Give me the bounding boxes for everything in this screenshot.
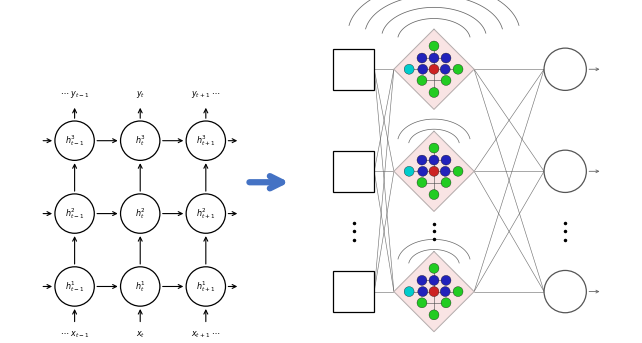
- Circle shape: [121, 121, 160, 161]
- Circle shape: [453, 287, 463, 297]
- Circle shape: [55, 194, 94, 233]
- Circle shape: [441, 178, 451, 188]
- Text: $x_{t+1}\ \cdots$: $x_{t+1}\ \cdots$: [191, 330, 221, 340]
- Circle shape: [453, 64, 463, 74]
- Circle shape: [544, 270, 586, 313]
- Text: $y_t$: $y_t$: [135, 89, 145, 100]
- Circle shape: [440, 166, 450, 176]
- Bar: [333, 271, 374, 312]
- Circle shape: [186, 121, 225, 161]
- Text: $h^3_{t+1}$: $h^3_{t+1}$: [196, 133, 216, 148]
- Circle shape: [186, 194, 225, 233]
- Circle shape: [544, 48, 586, 91]
- Circle shape: [417, 53, 427, 63]
- Circle shape: [429, 87, 439, 97]
- Circle shape: [418, 166, 428, 176]
- Circle shape: [429, 41, 439, 51]
- Circle shape: [429, 263, 439, 273]
- Circle shape: [417, 155, 427, 165]
- Text: $h^2_{t-1}$: $h^2_{t-1}$: [65, 206, 84, 221]
- Circle shape: [544, 150, 586, 192]
- Circle shape: [429, 310, 439, 320]
- Circle shape: [441, 53, 451, 63]
- Circle shape: [418, 287, 428, 297]
- Text: $x_t$: $x_t$: [135, 330, 145, 340]
- Circle shape: [441, 298, 451, 308]
- Polygon shape: [394, 251, 474, 332]
- Bar: [333, 49, 374, 90]
- Circle shape: [55, 267, 94, 306]
- Circle shape: [121, 267, 160, 306]
- Circle shape: [429, 287, 439, 297]
- Text: $y_{t+1}\ \cdots$: $y_{t+1}\ \cdots$: [191, 89, 221, 100]
- Bar: [333, 151, 374, 192]
- Text: $h^3_t$: $h^3_t$: [135, 133, 146, 148]
- Circle shape: [55, 121, 94, 161]
- Circle shape: [121, 194, 160, 233]
- Circle shape: [404, 166, 414, 176]
- Circle shape: [429, 190, 439, 200]
- Circle shape: [441, 275, 451, 285]
- Circle shape: [186, 267, 225, 306]
- Circle shape: [417, 275, 427, 285]
- Text: $h^3_{t-1}$: $h^3_{t-1}$: [65, 133, 84, 148]
- Polygon shape: [394, 131, 474, 211]
- Circle shape: [441, 75, 451, 85]
- Circle shape: [440, 287, 450, 297]
- Text: $h^2_t$: $h^2_t$: [135, 206, 146, 221]
- Circle shape: [429, 275, 439, 285]
- Circle shape: [429, 166, 439, 176]
- Circle shape: [453, 166, 463, 176]
- Text: $\cdots\ y_{t-1}$: $\cdots\ y_{t-1}$: [60, 89, 89, 100]
- Circle shape: [429, 143, 439, 153]
- Circle shape: [404, 64, 414, 74]
- Text: $h^2_{t+1}$: $h^2_{t+1}$: [196, 206, 216, 221]
- Text: $h^1_{t+1}$: $h^1_{t+1}$: [196, 279, 216, 294]
- Text: $h^1_t$: $h^1_t$: [135, 279, 146, 294]
- Circle shape: [441, 155, 451, 165]
- Circle shape: [418, 64, 428, 74]
- Polygon shape: [394, 29, 474, 109]
- Circle shape: [429, 155, 439, 165]
- Circle shape: [404, 287, 414, 297]
- Circle shape: [417, 75, 427, 85]
- Circle shape: [417, 298, 427, 308]
- Circle shape: [429, 53, 439, 63]
- Circle shape: [417, 178, 427, 188]
- Circle shape: [429, 64, 439, 74]
- Text: $h^1_{t-1}$: $h^1_{t-1}$: [65, 279, 84, 294]
- Circle shape: [440, 64, 450, 74]
- Text: $\cdots\ x_{t-1}$: $\cdots\ x_{t-1}$: [60, 330, 89, 340]
